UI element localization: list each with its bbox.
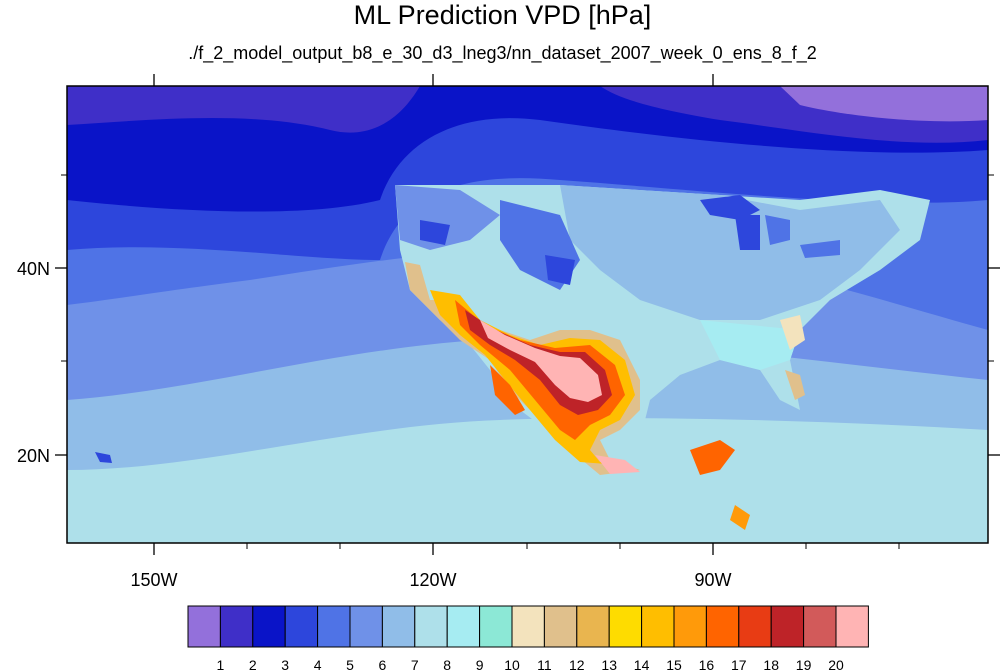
map-title: ML Prediction VPD [hPa] bbox=[353, 0, 652, 30]
colorbar-swatch bbox=[219, 605, 254, 648]
colorbar-label: 4 bbox=[314, 657, 322, 672]
colorbar-label: 1 bbox=[217, 657, 225, 672]
colorbar-label: 15 bbox=[666, 657, 682, 672]
colorbar-label: 3 bbox=[281, 657, 289, 672]
map-subtitle: ./f_2_model_output_b8_e_30_d3_lneg3/nn_d… bbox=[188, 43, 817, 63]
colorbar-label: 17 bbox=[731, 657, 747, 672]
axis-minor-ticks bbox=[61, 174, 994, 549]
colorbar-swatch bbox=[738, 605, 772, 648]
colorbar-label: 11 bbox=[537, 657, 552, 672]
colorbar-swatch bbox=[543, 605, 578, 648]
colorbar-label: 9 bbox=[476, 657, 484, 672]
colorbar-label: 16 bbox=[699, 657, 715, 672]
colorbar-label: 19 bbox=[796, 657, 812, 672]
colorbar-swatch bbox=[835, 605, 869, 648]
lat-tick-label-20n: 20N bbox=[17, 446, 50, 466]
colorbar-label: 7 bbox=[411, 657, 419, 672]
colorbar-swatch bbox=[349, 605, 383, 648]
colorbar-label: 5 bbox=[346, 657, 354, 672]
colorbar-label: 20 bbox=[828, 657, 844, 672]
colorbar-label: 8 bbox=[443, 657, 451, 672]
colorbar-label: 13 bbox=[601, 657, 617, 672]
colorbar-swatch bbox=[608, 605, 643, 648]
lat-tick-label-40n: 40N bbox=[17, 259, 50, 279]
colorbar-swatch bbox=[803, 605, 837, 648]
colorbar-swatch bbox=[414, 605, 448, 648]
colorbar-label: 12 bbox=[569, 657, 585, 672]
lon-tick-label-90w: 90W bbox=[694, 570, 731, 590]
lon-tick-label-150w: 150W bbox=[130, 570, 177, 590]
colorbar: 1 2 3 4 5 6 7 8 9 10 11 12 13 14 15 16 17 18 19 20 bbox=[187, 605, 869, 672]
colorbar-label: 6 bbox=[379, 657, 387, 672]
colorbar-swatch bbox=[705, 605, 740, 648]
colorbar-swatch bbox=[576, 605, 610, 648]
colorbar-swatch bbox=[252, 605, 286, 648]
colorbar-swatch bbox=[317, 605, 351, 648]
colorbar-swatch bbox=[381, 605, 416, 648]
colorbar-swatch bbox=[673, 605, 707, 648]
colorbar-label: 14 bbox=[634, 657, 650, 672]
colorbar-swatch bbox=[284, 605, 319, 648]
colorbar-label: 10 bbox=[504, 657, 520, 672]
colorbar-label: 18 bbox=[763, 657, 779, 672]
colorbar-swatch bbox=[641, 605, 675, 648]
colorbar-swatch bbox=[446, 605, 481, 648]
colorbar-label: 2 bbox=[249, 657, 257, 672]
colorbar-swatch bbox=[511, 605, 545, 648]
lon-tick-label-120w: 120W bbox=[409, 570, 456, 590]
axis-ticks bbox=[55, 74, 1000, 555]
colorbar-swatch bbox=[187, 605, 221, 648]
colorbar-swatch bbox=[770, 605, 805, 648]
colorbar-swatch bbox=[479, 605, 513, 648]
vpd-field bbox=[67, 86, 988, 543]
